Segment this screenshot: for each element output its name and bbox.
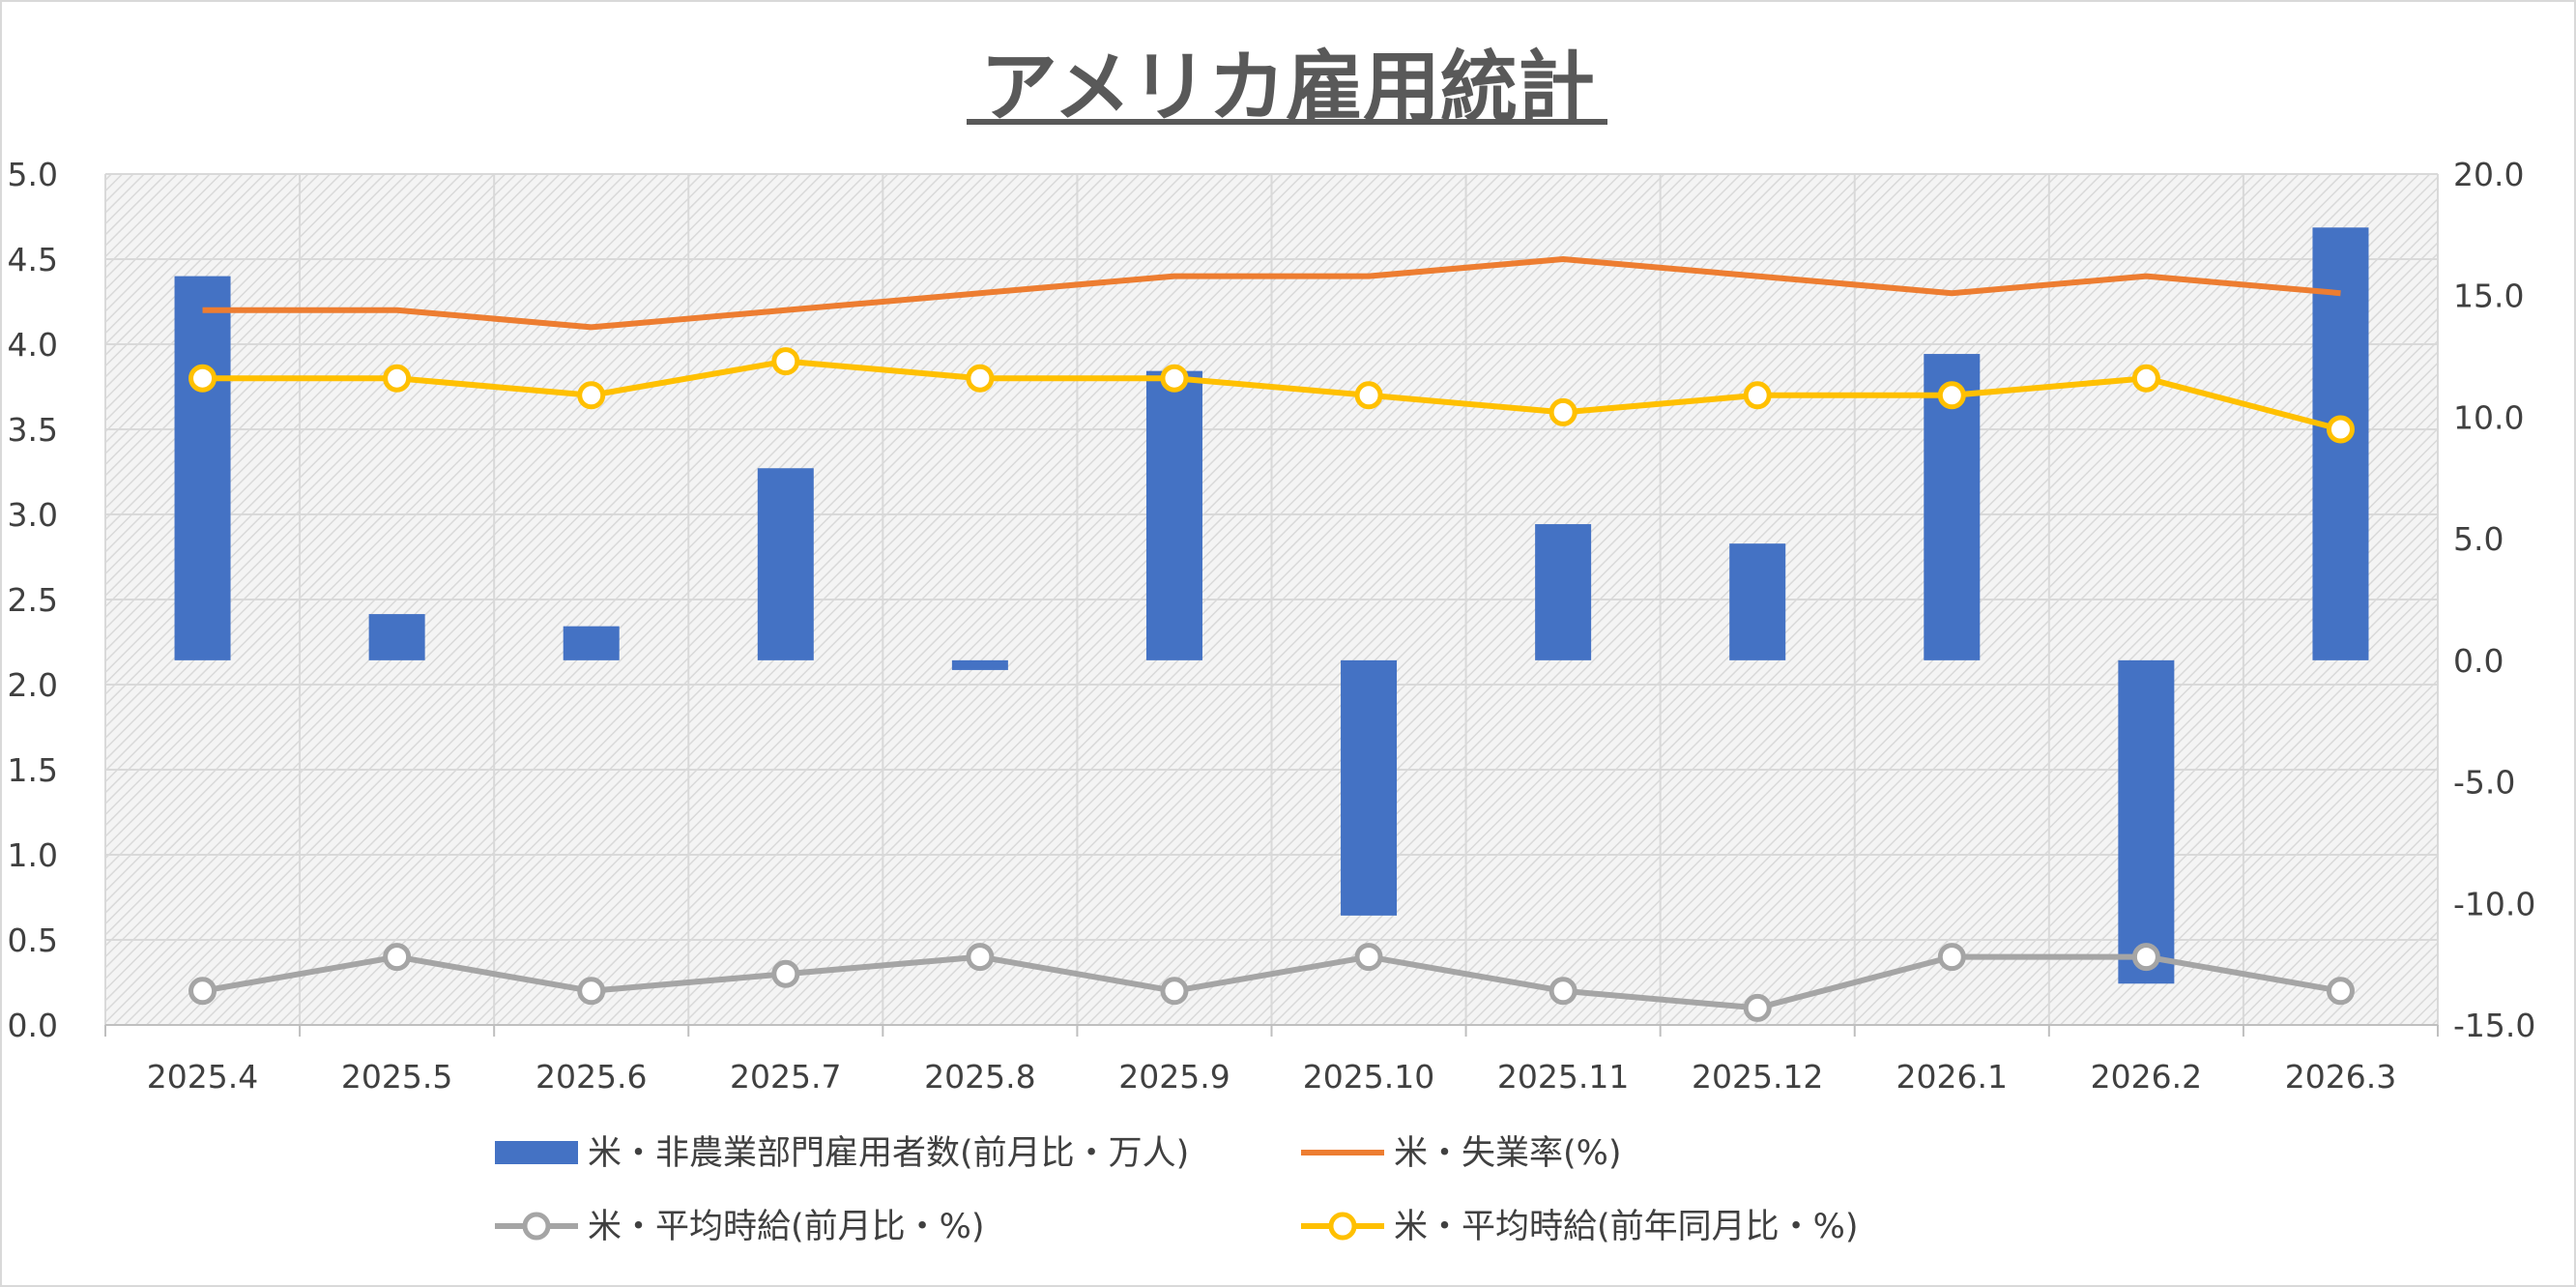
- data-point: [966, 364, 995, 393]
- category-label: 2026.3: [2285, 1058, 2396, 1096]
- series-line: [202, 256, 2341, 331]
- legend-label: 米・平均時給(前月比・%): [588, 1208, 985, 1246]
- bar-series: [174, 227, 2369, 984]
- data-point: [2326, 977, 2355, 1006]
- right-tick-label: -15.0: [2453, 1007, 2535, 1044]
- axes: 0.0 0.5 1.0 1.5 2.0 2.5 3.0 3.5 4.0 4.5 5.0 -15.0 -1…: [8, 156, 2536, 1096]
- legend-marker: [522, 1212, 551, 1241]
- line-series: [188, 256, 2355, 1022]
- right-tick-label: -5.0: [2453, 764, 2515, 802]
- left-tick-label: 4.0: [8, 326, 58, 364]
- left-tick-label: 2.0: [8, 666, 58, 704]
- data-point: [1743, 381, 1772, 410]
- category-label: 2025.11: [1497, 1058, 1629, 1096]
- legend-label: 米・失業率(%): [1394, 1134, 1622, 1173]
- right-tick-label: 5.0: [2453, 520, 2504, 558]
- bar: [757, 468, 814, 660]
- data-point: [1354, 381, 1383, 410]
- left-tick-label: 0.5: [8, 921, 58, 959]
- category-label: 2026.2: [2091, 1058, 2202, 1096]
- category-label: 2025.5: [341, 1058, 452, 1096]
- data-point: [2131, 943, 2160, 972]
- data-point: [188, 977, 217, 1006]
- data-point: [383, 364, 412, 393]
- category-label: 2025.7: [730, 1058, 841, 1096]
- legend-label: 米・平均時給(前年同月比・%): [1394, 1208, 1859, 1246]
- data-point: [1743, 993, 1772, 1022]
- left-tick-label: 4.5: [8, 241, 58, 278]
- legend-label: 米・非農業部門雇用者数(前月比・万人): [588, 1134, 1189, 1173]
- right-tick-label: 10.0: [2453, 398, 2524, 436]
- data-point: [2131, 364, 2160, 393]
- data-point: [1937, 381, 1966, 410]
- data-point: [966, 943, 995, 972]
- left-tick-label: 5.0: [8, 156, 58, 193]
- left-tick-label: 0.0: [8, 1007, 58, 1044]
- right-tick-label: 20.0: [2453, 156, 2524, 193]
- bar: [951, 659, 1008, 670]
- left-tick-label: 3.0: [8, 496, 58, 534]
- category-label: 2025.9: [1118, 1058, 1230, 1096]
- bar: [2118, 659, 2175, 984]
- left-tick-label: 3.5: [8, 411, 58, 449]
- bar: [1535, 524, 1592, 660]
- bar: [2312, 227, 2369, 660]
- category-label: 2025.6: [535, 1058, 647, 1096]
- chart-title: アメリカ雇用統計: [980, 43, 1595, 132]
- category-label: 2025.10: [1303, 1058, 1434, 1096]
- right-tick-label: -10.0: [2453, 885, 2535, 922]
- bar: [368, 614, 425, 660]
- bar: [1729, 543, 1786, 660]
- data-point: [771, 347, 800, 376]
- category-label: 2025.12: [1692, 1058, 1823, 1096]
- data-point: [1354, 943, 1383, 972]
- bar: [563, 626, 620, 660]
- data-point: [1160, 977, 1189, 1006]
- data-point: [771, 959, 800, 988]
- right-tick-label: 15.0: [2453, 278, 2524, 315]
- series-line: [202, 953, 2341, 1011]
- left-tick-label: 1.0: [8, 836, 58, 874]
- data-point: [1160, 364, 1189, 393]
- data-point: [383, 943, 412, 972]
- series-line: [202, 358, 2342, 432]
- data-point: [2326, 415, 2355, 444]
- category-label: 2026.1: [1896, 1058, 2008, 1096]
- left-tick-label: 1.5: [8, 751, 58, 789]
- data-point: [1548, 977, 1577, 1006]
- data-point: [577, 977, 606, 1006]
- right-tick-label: 0.0: [2453, 642, 2504, 680]
- bar: [1341, 659, 1398, 916]
- category-label: 2025.4: [147, 1058, 258, 1096]
- data-point: [577, 381, 606, 410]
- bar: [1145, 370, 1202, 660]
- data-point: [188, 364, 217, 393]
- legend-swatch: [495, 1141, 578, 1164]
- legend-marker: [1328, 1212, 1357, 1241]
- data-point: [1548, 397, 1577, 426]
- legend: 米・非農業部門雇用者数(前月比・万人) 米・失業率(%) 米・平均時給(前月比・%)…: [495, 1134, 1859, 1246]
- bar: [174, 276, 231, 660]
- category-label: 2025.8: [924, 1058, 1035, 1096]
- data-point: [1937, 943, 1966, 972]
- left-tick-label: 2.5: [8, 581, 58, 619]
